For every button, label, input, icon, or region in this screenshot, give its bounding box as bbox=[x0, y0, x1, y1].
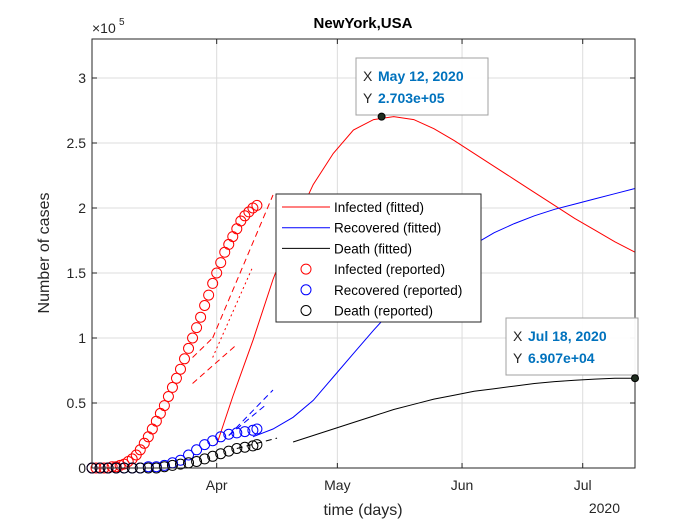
reported-point bbox=[195, 311, 207, 323]
projection-dashed-line bbox=[212, 266, 254, 358]
reported-point bbox=[251, 423, 263, 435]
projection-dashed-line bbox=[192, 337, 214, 358]
y-exponent-power: 5 bbox=[119, 17, 125, 28]
reported-point bbox=[239, 210, 251, 222]
reported-point bbox=[191, 322, 203, 334]
reported-point bbox=[211, 267, 223, 279]
reported-point bbox=[231, 427, 243, 439]
reported-point bbox=[215, 448, 227, 460]
legend: Infected (fitted) Recovered (fitted) Death… bbox=[275, 193, 482, 323]
reported-point bbox=[243, 206, 255, 218]
datatip-y-label: Y bbox=[363, 90, 373, 106]
legend-label: Death (fitted) bbox=[334, 241, 412, 256]
reported-point bbox=[126, 453, 138, 465]
y-tick-label: 1.5 bbox=[67, 265, 87, 281]
datatip-x-value: Jul 18, 2020 bbox=[528, 328, 607, 344]
y-exponent-label: ×10 bbox=[92, 20, 116, 36]
y-axis-label: Number of cases bbox=[36, 193, 53, 314]
reported-point bbox=[187, 332, 199, 344]
legend-marker-swatch bbox=[300, 284, 312, 296]
reported-point bbox=[158, 400, 170, 412]
plot-frame bbox=[91, 38, 636, 469]
datatip-box bbox=[505, 317, 639, 376]
reported-point bbox=[251, 199, 263, 211]
reported-point bbox=[223, 445, 235, 457]
reported-point bbox=[239, 441, 251, 453]
reported-point bbox=[207, 450, 219, 462]
y-tick-label: 0 bbox=[78, 460, 86, 476]
y-tick-label: 3 bbox=[78, 70, 86, 86]
reported-point bbox=[174, 454, 186, 466]
reported-point bbox=[203, 289, 215, 301]
reported-point bbox=[215, 257, 227, 269]
axis-ticks: 0 0.5 1 1.5 2 2.5 3 Apr May Jun Jul bbox=[67, 39, 635, 493]
reported-point bbox=[191, 456, 203, 467]
datatip-x-label: X bbox=[363, 68, 373, 84]
projection-dashed-line bbox=[228, 405, 266, 436]
datatip-x-label: X bbox=[513, 328, 523, 344]
reported-point bbox=[223, 428, 235, 440]
reported-point bbox=[174, 363, 186, 375]
datatip-y-value: 6.907e+04 bbox=[528, 350, 595, 366]
datatip-y-label: Y bbox=[513, 350, 523, 366]
datatip-y-value: 2.703e+05 bbox=[378, 90, 445, 106]
legend-box bbox=[275, 193, 482, 323]
reported-point bbox=[215, 431, 227, 443]
x-tick-label: Jun bbox=[451, 477, 474, 493]
legend-label: Infected (fitted) bbox=[334, 200, 424, 215]
reported-point bbox=[183, 342, 195, 354]
legend-label: Death (reported) bbox=[334, 304, 433, 319]
reported-point bbox=[199, 300, 211, 311]
reported-point bbox=[179, 353, 191, 365]
data-tips: X May 12, 2020 Y 2.703e+05 X Jul 18, 2020 Y 6.9… bbox=[355, 57, 639, 383]
y-tick-label: 1 bbox=[78, 330, 86, 346]
y-tick-label: 2 bbox=[78, 200, 86, 216]
datatip-point bbox=[377, 112, 386, 121]
x-tick-label: Apr bbox=[206, 477, 228, 493]
year-label: 2020 bbox=[589, 500, 620, 516]
reported-point bbox=[158, 461, 170, 473]
reported-point bbox=[134, 444, 146, 456]
x-tick-label: May bbox=[324, 477, 350, 493]
y-tick-label: 2.5 bbox=[67, 135, 87, 151]
legend-marker-swatch bbox=[300, 305, 312, 316]
reported-point bbox=[183, 449, 195, 461]
reported-point bbox=[174, 458, 186, 470]
legend-marker-swatch bbox=[300, 263, 312, 275]
reported-point bbox=[138, 437, 150, 449]
reported-point bbox=[162, 391, 174, 402]
datatip-box bbox=[355, 57, 489, 116]
reported-point bbox=[251, 439, 263, 451]
projection-dashed-line bbox=[212, 194, 274, 339]
fitted-line bbox=[292, 377, 635, 443]
reported-point bbox=[207, 277, 219, 289]
reported-point bbox=[170, 372, 182, 384]
legend-label: Recovered (fitted) bbox=[334, 221, 441, 236]
chart-title: NewYork,USA bbox=[314, 15, 413, 32]
reported-point bbox=[166, 459, 178, 471]
y-tick-label: 0.5 bbox=[67, 395, 87, 411]
datatip-x-value: May 12, 2020 bbox=[378, 68, 464, 84]
reported-point bbox=[231, 443, 243, 454]
reported-point bbox=[191, 444, 203, 456]
legend-label: Recovered (reported) bbox=[334, 283, 462, 298]
reported-point bbox=[166, 381, 178, 393]
x-axis-label: time (days) bbox=[323, 502, 402, 519]
reported-point bbox=[239, 426, 251, 438]
x-tick-label: Jul bbox=[574, 477, 592, 493]
reported-point bbox=[199, 453, 211, 465]
legend-label: Infected (reported) bbox=[334, 262, 445, 277]
datatip-point bbox=[631, 374, 639, 383]
